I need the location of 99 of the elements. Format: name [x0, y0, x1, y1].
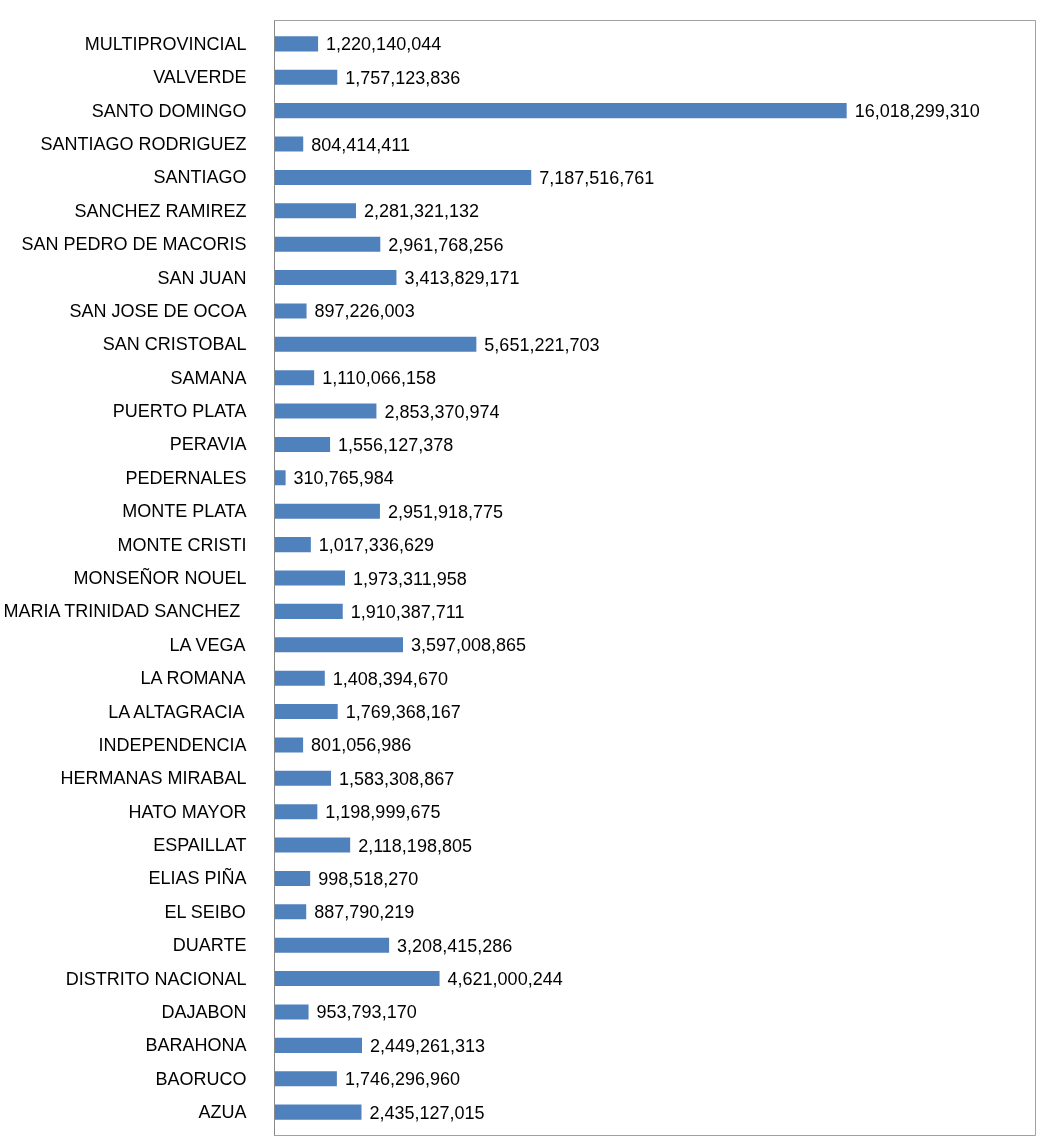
bar [274, 236, 381, 252]
y-tick-label: PEDERNALES [125, 467, 247, 488]
data-label: 1,746,296,960 [344, 1069, 460, 1090]
data-label: 2,449,261,313 [369, 1035, 486, 1056]
y-tick-label: ESPAILLAT [153, 835, 247, 856]
bar [274, 537, 311, 553]
y-tick-label: SAN JOSE DE OCOA [69, 300, 247, 321]
y-tick-label: DISTRITO NACIONAL [65, 968, 247, 989]
bar [274, 103, 847, 119]
y-tick-label: BAORUCO [155, 1068, 247, 1089]
data-label: 1,110,066,158 [322, 368, 436, 389]
bar [274, 169, 532, 185]
bar [274, 770, 332, 786]
y-tick-label: LA ALTAGRACIA [108, 701, 245, 722]
data-label: 5,651,221,703 [484, 334, 600, 355]
y-tick-label: AZUA [198, 1102, 247, 1123]
data-label: 4,621,000,244 [447, 969, 563, 990]
data-label: 953,793,170 [316, 1002, 417, 1023]
bar [274, 270, 397, 286]
y-tick-label: SAMANA [170, 367, 247, 388]
bar [274, 804, 318, 820]
y-tick-label: LA ROMANA [140, 668, 246, 689]
data-label: 1,556,127,378 [338, 434, 454, 455]
data-label: 1,198,999,675 [325, 802, 441, 823]
bar [274, 737, 304, 753]
data-label: 897,226,003 [314, 301, 415, 322]
bar [274, 1004, 309, 1020]
bar [274, 603, 343, 619]
bar [274, 1104, 362, 1120]
bar [274, 637, 403, 653]
data-label: 2,435,127,015 [369, 1102, 485, 1123]
data-label: 7,187,516,761 [539, 167, 655, 188]
data-label: 2,118,198,805 [358, 835, 472, 856]
bar [274, 303, 307, 319]
data-label: 1,583,308,867 [339, 768, 455, 789]
bar [274, 436, 331, 452]
y-tick-label: EL SEIBO [164, 901, 246, 922]
bar [274, 937, 390, 953]
bar [274, 704, 338, 720]
y-tick-label: MARIA TRINIDAD SANCHEZ [3, 601, 241, 622]
bar [274, 203, 356, 219]
data-label: 1,757,123,836 [345, 67, 461, 88]
y-tick-label: ELIAS PIÑA [148, 867, 247, 889]
y-tick-label: MONTE PLATA [122, 501, 247, 522]
y-tick-label: SAN CRISTOBAL [102, 334, 247, 355]
y-tick-label: SAN JUAN [157, 267, 247, 288]
data-label: 1,017,336,629 [318, 535, 434, 556]
data-label: 3,208,415,286 [397, 935, 513, 956]
bar [274, 1071, 337, 1087]
bar [274, 336, 477, 352]
bar [274, 403, 377, 419]
y-tick-label: SANTIAGO RODRIGUEZ [40, 134, 247, 155]
bar [274, 971, 440, 987]
data-label: 887,790,219 [314, 902, 415, 923]
data-label: 2,281,321,132 [363, 201, 480, 222]
data-label: 2,961,768,256 [388, 234, 504, 255]
data-label: 2,951,918,775 [387, 501, 504, 522]
bar [274, 470, 286, 486]
y-tick-label: INDEPENDENCIA [98, 734, 247, 755]
data-label: 3,413,829,171 [404, 268, 520, 289]
y-tick-label: MONTE CRISTI [117, 534, 247, 555]
y-tick-label: DUARTE [172, 935, 247, 956]
data-label: 1,408,394,670 [332, 668, 448, 689]
data-label: 801,056,986 [311, 735, 412, 756]
bar [274, 904, 307, 920]
y-tick-label: HERMANAS MIRABAL [60, 768, 247, 789]
data-label: 2,853,370,974 [384, 401, 500, 422]
bar [274, 136, 304, 152]
data-label: 1,769,368,167 [345, 702, 461, 723]
bar [274, 36, 319, 52]
y-tick-label: SANCHEZ RAMIREZ [74, 200, 247, 221]
y-tick-label: MULTIPROVINCIAL [84, 33, 247, 54]
data-label: 3,597,008,865 [410, 635, 527, 656]
y-tick-label: MONSEÑOR NOUEL [73, 567, 247, 588]
bar [274, 69, 338, 85]
y-tick-label: PUERTO PLATA [112, 401, 247, 422]
data-label: 804,414,411 [311, 134, 410, 155]
y-tick-label: SANTO DOMINGO [91, 100, 247, 121]
y-tick-label: LA VEGA [169, 634, 246, 655]
y-tick-label: BARAHONA [145, 1035, 247, 1056]
data-label: 310,765,984 [293, 468, 394, 489]
y-tick-label: DAJABON [161, 1001, 247, 1022]
bar [274, 870, 311, 886]
data-label: 16,018,299,310 [854, 101, 980, 122]
y-tick-label: SAN PEDRO DE MACORIS [21, 234, 247, 255]
bar [274, 570, 345, 586]
bar [274, 503, 380, 519]
data-label: 1,910,387,711 [350, 601, 465, 622]
bar [274, 1037, 362, 1053]
y-tick-label: SANTIAGO [153, 167, 247, 188]
bar [274, 837, 351, 853]
data-label: 998,518,270 [318, 868, 419, 889]
bar [274, 370, 315, 386]
bar [274, 670, 325, 686]
y-tick-label: PERAVIA [169, 434, 247, 455]
y-tick-label: HATO MAYOR [128, 801, 247, 822]
data-label: 1,973,311,958 [352, 568, 467, 589]
y-tick-label: VALVERDE [153, 67, 247, 88]
data-label: 1,220,140,044 [326, 34, 442, 55]
